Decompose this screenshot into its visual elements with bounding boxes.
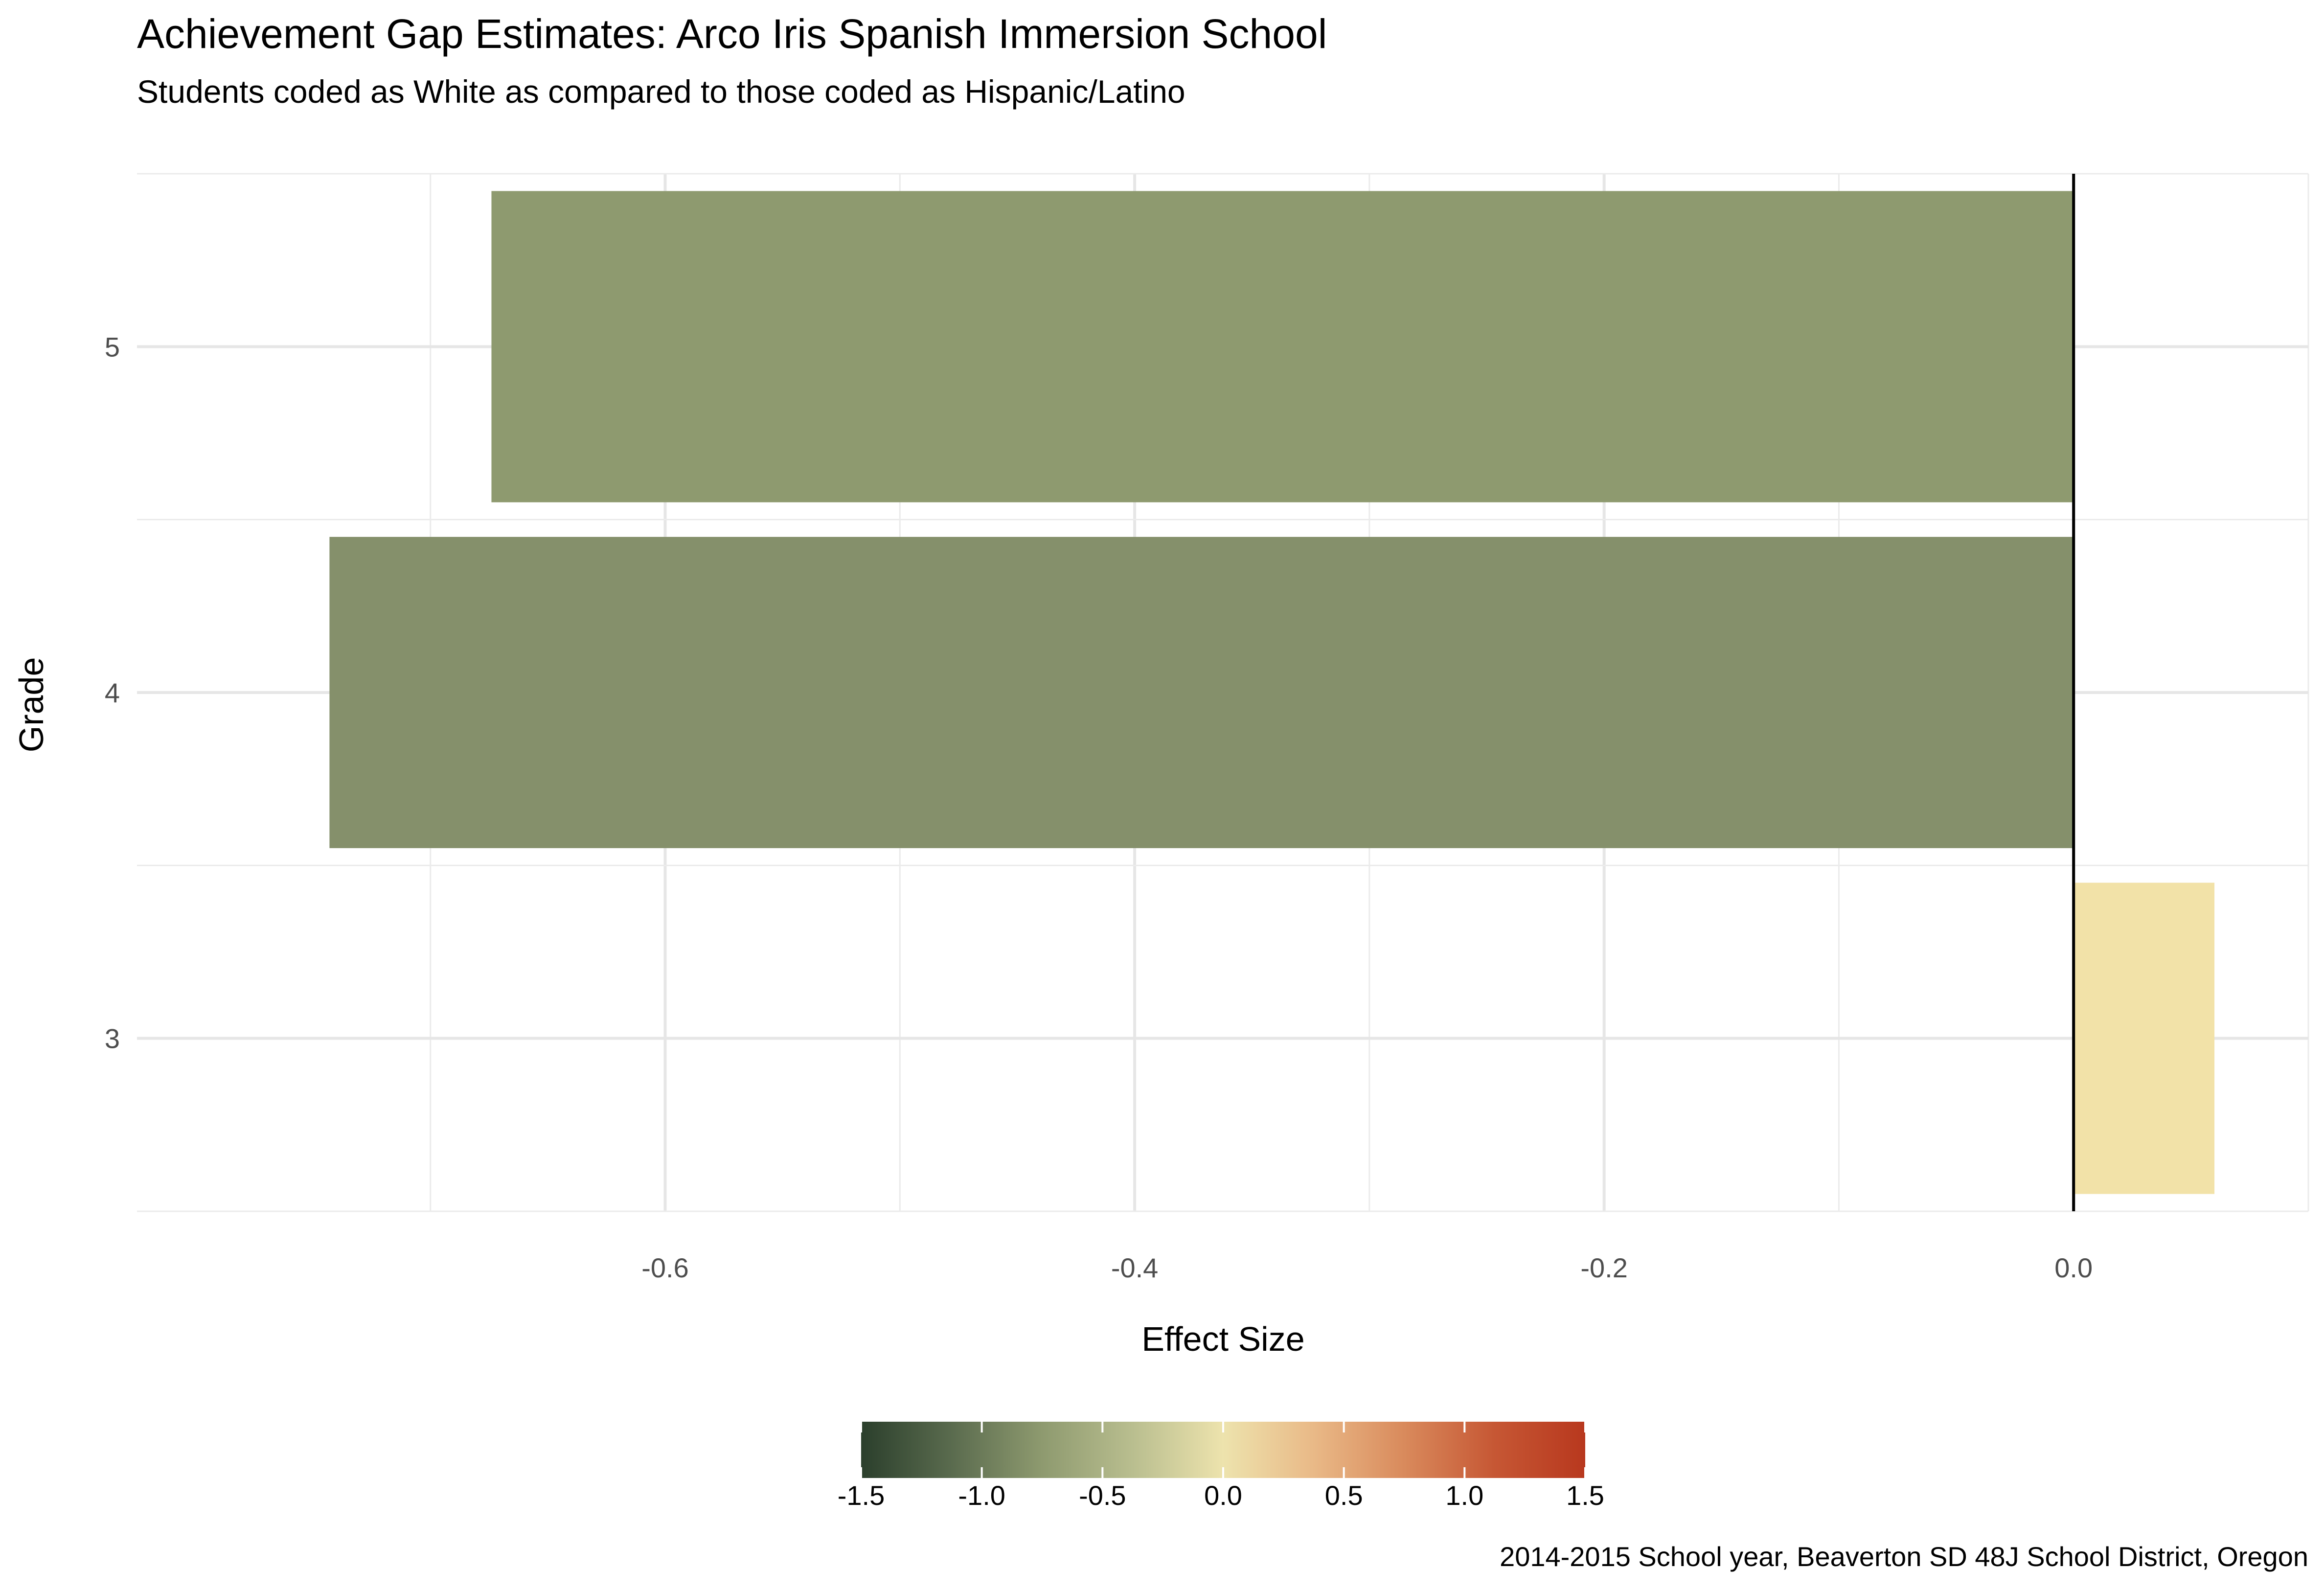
x-axis-ticks: -0.6 -0.4 -0.2 0.0 <box>641 1252 2093 1283</box>
chart-caption: 2014-2015 School year, Beaverton SD 48J … <box>1500 1541 2308 1572</box>
x-axis-title: Effect Size <box>1141 1320 1304 1358</box>
y-axis-title: Grade <box>12 657 50 753</box>
bar-grade-5 <box>491 191 2074 503</box>
bar-grade-4 <box>329 537 2074 848</box>
colorbar-tick-label: 0.5 <box>1325 1480 1363 1511</box>
colorbar-tick-label: 1.0 <box>1445 1480 1483 1511</box>
x-tick-label: 0.0 <box>2054 1252 2093 1283</box>
colorbar-tick-label: -1.5 <box>838 1480 885 1511</box>
bars <box>329 191 2215 1194</box>
y-tick-label: 4 <box>105 677 120 708</box>
colorbar-tick-label: 0.0 <box>1204 1480 1242 1511</box>
colorbar-tick-label: -0.5 <box>1079 1480 1126 1511</box>
chart-subtitle: Students coded as White as compared to t… <box>137 73 1185 110</box>
y-tick-label: 3 <box>105 1023 120 1054</box>
y-tick-label: 5 <box>105 331 120 362</box>
x-tick-label: -0.4 <box>1111 1252 1159 1283</box>
chart-title: Achievement Gap Estimates: Arco Iris Spa… <box>137 11 1327 57</box>
bar-grade-3 <box>2073 882 2215 1194</box>
y-axis-ticks: 3 4 5 <box>105 331 120 1054</box>
colorbar-tick-label: -1.0 <box>958 1480 1005 1511</box>
color-legend: -1.5 -1.0 -0.5 0.0 0.5 1.0 1.5 <box>838 1422 1604 1511</box>
x-tick-label: -0.2 <box>1580 1252 1628 1283</box>
colorbar-tick-label: 1.5 <box>1566 1480 1604 1511</box>
x-tick-label: -0.6 <box>641 1252 689 1283</box>
